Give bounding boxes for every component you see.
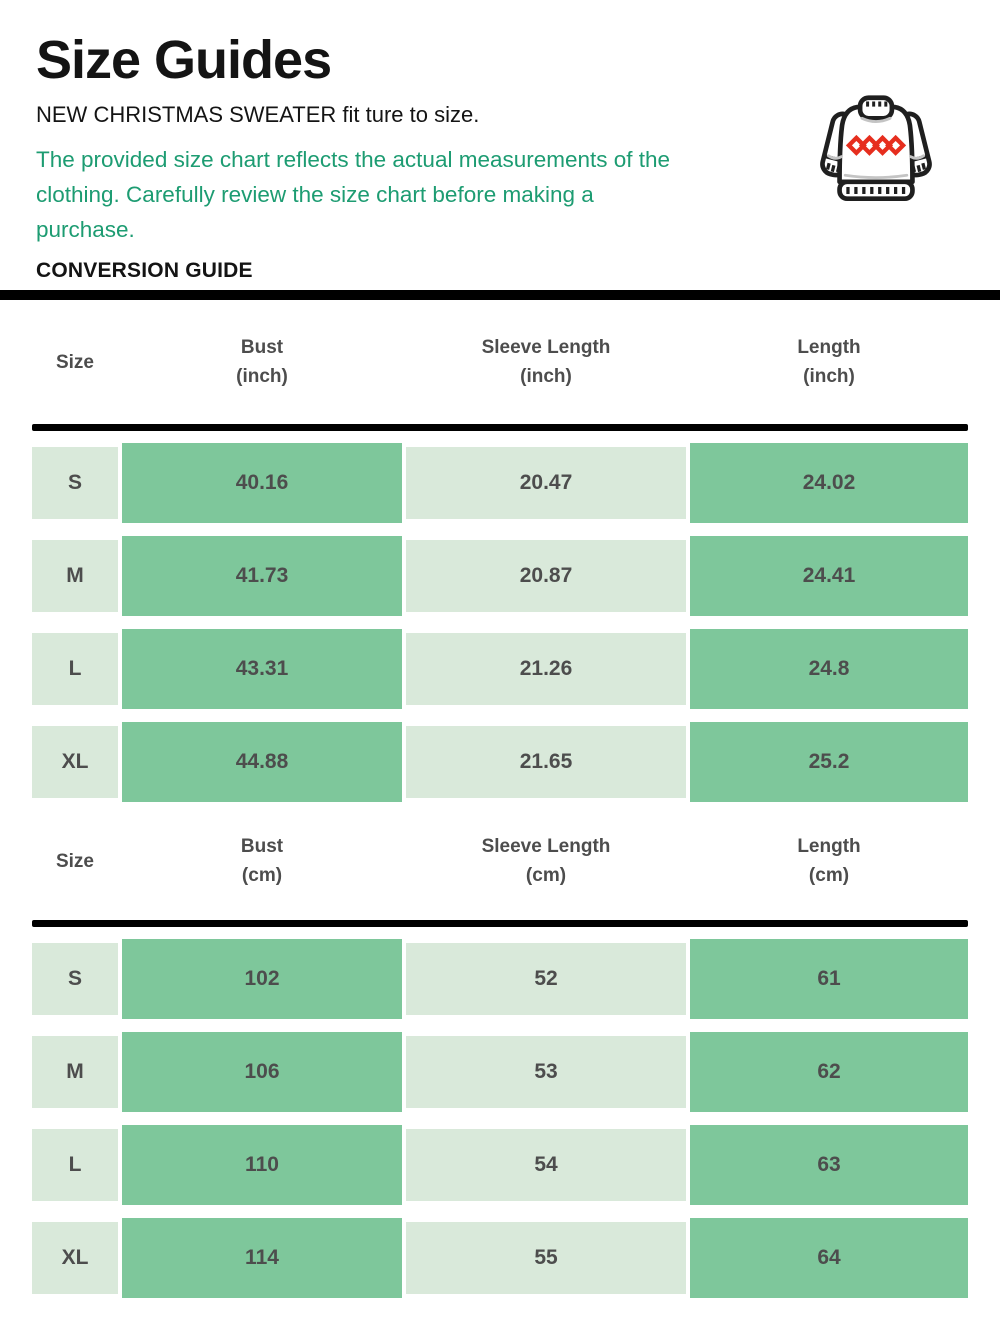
table-row: M 41.73 20.87 24.41 xyxy=(32,536,968,616)
length-cell: 24.8 xyxy=(690,629,968,709)
size-cell: XL xyxy=(32,726,118,798)
table-row: XL 44.88 21.65 25.2 xyxy=(32,722,968,802)
size-cell: M xyxy=(32,540,118,612)
size-table-inch: Size Bust (inch) Sleeve Length (inch) Le… xyxy=(0,300,1000,802)
table-row: L 110 54 63 xyxy=(32,1125,968,1205)
size-cell: S xyxy=(32,943,118,1015)
column-header-length: Length (inch) xyxy=(797,337,861,387)
table-header-rule xyxy=(32,920,968,927)
christmas-sweater-icon xyxy=(820,95,932,201)
column-header-bust: Bust (inch) xyxy=(236,337,288,387)
bust-cell: 40.16 xyxy=(122,443,402,523)
sleeve-length-cell: 55 xyxy=(406,1222,686,1294)
conversion-guide-label: CONVERSION GUIDE xyxy=(36,259,253,282)
bust-cell: 41.73 xyxy=(122,536,402,616)
table-header-row: Size Bust (inch) Sleeve Length (inch) Le… xyxy=(32,300,968,424)
length-cell: 63 xyxy=(690,1125,968,1205)
size-guide-page: Size Guides NEW CHRISTMAS SWEATER fit tu… xyxy=(0,0,1000,1298)
sweater-hem-ribs xyxy=(846,186,906,194)
column-header-size: Size xyxy=(55,351,95,373)
sleeve-length-cell: 54 xyxy=(406,1129,686,1201)
column-header-bust: Bust (cm) xyxy=(240,836,284,886)
size-cell: XL xyxy=(32,1222,118,1294)
page-header: Size Guides NEW CHRISTMAS SWEATER fit tu… xyxy=(0,0,1000,290)
size-chart-note: The provided size chart reflects the act… xyxy=(36,147,671,242)
length-cell: 24.41 xyxy=(690,536,968,616)
product-fit-text: NEW CHRISTMAS SWEATER fit ture to size. xyxy=(36,102,480,127)
sleeve-length-cell: 21.65 xyxy=(406,726,686,798)
table-header-row: Size Bust (cm) Sleeve Length (cm) Length… xyxy=(32,802,968,920)
bust-cell: 43.31 xyxy=(122,629,402,709)
sweater-diamond-pattern xyxy=(845,134,907,156)
bust-cell: 44.88 xyxy=(122,722,402,802)
column-header-size: Size xyxy=(55,850,95,872)
table-body: S 40.16 20.47 24.02 M 41.73 20.87 24.41 … xyxy=(32,431,968,802)
table-row: M 106 53 62 xyxy=(32,1032,968,1112)
sweater-shading xyxy=(826,116,926,180)
sweater-collar-ribs xyxy=(866,101,888,107)
size-cell: M xyxy=(32,1036,118,1108)
table-header-rule xyxy=(32,424,968,431)
sleeve-length-cell: 52 xyxy=(406,943,686,1015)
length-cell: 24.02 xyxy=(690,443,968,523)
sleeve-length-cell: 20.87 xyxy=(406,540,686,612)
table-row: XL 114 55 64 xyxy=(32,1218,968,1298)
bust-cell: 110 xyxy=(122,1125,402,1205)
sleeve-length-cell: 21.26 xyxy=(406,633,686,705)
sleeve-length-cell: 53 xyxy=(406,1036,686,1108)
length-cell: 62 xyxy=(690,1032,968,1112)
size-cell: L xyxy=(32,1129,118,1201)
length-cell: 25.2 xyxy=(690,722,968,802)
column-header-sleeve-length: Sleeve Length (inch) xyxy=(481,337,611,387)
sleeve-length-cell: 20.47 xyxy=(406,447,686,519)
bust-cell: 106 xyxy=(122,1032,402,1112)
table-body: S 102 52 61 M 106 53 62 L 110 54 63 XL 1… xyxy=(32,927,968,1298)
sweater-hem xyxy=(837,179,915,201)
size-cell: S xyxy=(32,447,118,519)
column-header-sleeve-length: Sleeve Length (cm) xyxy=(481,836,611,886)
column-header-length: Length (cm) xyxy=(797,836,861,886)
size-cell: L xyxy=(32,633,118,705)
sweater-collar xyxy=(857,95,895,121)
length-cell: 64 xyxy=(690,1218,968,1298)
table-row: S 102 52 61 xyxy=(32,939,968,1019)
bust-cell: 102 xyxy=(122,939,402,1019)
page-title: Size Guides xyxy=(36,30,332,90)
size-table-cm: Size Bust (cm) Sleeve Length (cm) Length… xyxy=(0,802,1000,1298)
length-cell: 61 xyxy=(690,939,968,1019)
table-row: S 40.16 20.47 24.02 xyxy=(32,443,968,523)
bust-cell: 114 xyxy=(122,1218,402,1298)
table-row: L 43.31 21.26 24.8 xyxy=(32,629,968,709)
section-divider xyxy=(0,290,1000,300)
